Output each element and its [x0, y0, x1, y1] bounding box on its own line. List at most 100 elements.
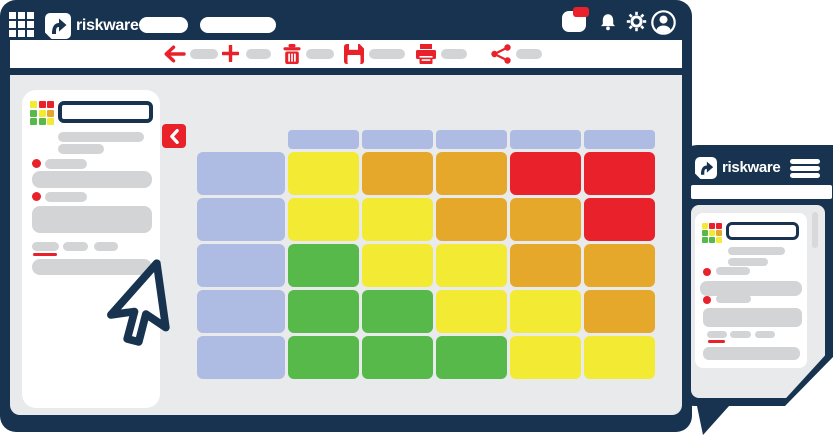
matrix-cell-yellow[interactable] — [584, 336, 655, 379]
field-label-pill — [45, 192, 87, 202]
matrix-row-header[interactable] — [197, 336, 285, 379]
notifications-icon[interactable] — [562, 7, 589, 32]
field-input-pill[interactable] — [703, 347, 800, 360]
mini-matrix-cell — [716, 230, 722, 236]
matrix-cell-green[interactable] — [288, 290, 359, 333]
account-icon[interactable] — [651, 10, 676, 35]
matrix-cell-yellow[interactable] — [436, 290, 507, 333]
tab-pill[interactable] — [32, 242, 59, 251]
tab-pill[interactable] — [94, 242, 118, 251]
matrix-column-header[interactable] — [584, 130, 655, 149]
matrix-row-header[interactable] — [197, 198, 285, 241]
brand-name: riskware — [76, 17, 139, 34]
matrix-cell-yellow[interactable] — [510, 336, 581, 379]
mini-matrix-cell — [38, 118, 46, 125]
print-button[interactable] — [416, 44, 436, 64]
mouse-cursor — [107, 259, 170, 346]
field-textarea-pill[interactable] — [703, 308, 802, 327]
mini-matrix-cell — [38, 101, 46, 108]
toolbar-label-pill — [306, 49, 334, 59]
matrix-column-header[interactable] — [362, 130, 433, 149]
bell-icon[interactable] — [598, 11, 618, 33]
tab-pill[interactable] — [730, 331, 751, 338]
matrix-row-header[interactable] — [197, 244, 285, 287]
matrix-row-header[interactable] — [197, 290, 285, 333]
hamburger-menu-icon[interactable] — [790, 159, 820, 180]
required-dot — [32, 192, 41, 201]
matrix-column-header[interactable] — [436, 130, 507, 149]
matrix-cell-red[interactable] — [584, 198, 655, 241]
mini-matrix-logo — [30, 101, 54, 125]
placeholder-pill — [58, 144, 104, 154]
tab-pill[interactable] — [63, 242, 88, 251]
field-input-pill[interactable] — [700, 281, 802, 296]
save-button[interactable] — [344, 44, 364, 64]
matrix-cell-yellow[interactable] — [362, 198, 433, 241]
toolbar-label-pill — [516, 49, 542, 59]
mini-matrix-cell — [702, 230, 708, 236]
apps-grid-icon[interactable] — [9, 12, 34, 37]
scrollbar-thumb[interactable] — [812, 212, 818, 248]
matrix-cell-orange[interactable] — [362, 152, 433, 195]
mobile-search-bar[interactable] — [691, 185, 832, 199]
toolbar-label-pill — [190, 49, 218, 59]
matrix-cell-orange[interactable] — [436, 152, 507, 195]
mini-matrix-cell — [709, 230, 715, 236]
required-dot — [703, 296, 711, 304]
field-textarea-pill[interactable] — [32, 206, 152, 233]
field-input-pill[interactable] — [32, 171, 152, 188]
matrix-cell-green[interactable] — [288, 336, 359, 379]
sidebar-title-input[interactable] — [58, 101, 153, 123]
mini-matrix-cell — [702, 223, 708, 229]
matrix-cell-orange[interactable] — [584, 290, 655, 333]
risk-matrix — [197, 130, 655, 379]
delete-button[interactable] — [283, 44, 301, 64]
logo-arrow-icon — [52, 18, 67, 34]
matrix-cell-green[interactable] — [362, 290, 433, 333]
matrix-cell-yellow[interactable] — [288, 152, 359, 195]
mini-matrix-cell — [30, 109, 37, 117]
matrix-cell-orange[interactable] — [510, 244, 581, 287]
sidebar-collapse-button[interactable] — [162, 124, 186, 148]
matrix-cell-green[interactable] — [288, 244, 359, 287]
field-label-pill — [716, 267, 750, 275]
topbar-menu-pill[interactable] — [139, 17, 188, 33]
matrix-column-header[interactable] — [288, 130, 359, 149]
active-tab-underline — [33, 253, 57, 256]
matrix-cell-green[interactable] — [436, 336, 507, 379]
settings-gear-icon[interactable] — [626, 11, 647, 32]
matrix-cell-orange[interactable] — [436, 198, 507, 241]
matrix-cell-red[interactable] — [584, 152, 655, 195]
share-button[interactable] — [491, 44, 511, 64]
placeholder-pill — [58, 132, 144, 142]
field-input-pill[interactable] — [32, 259, 152, 275]
matrix-cell-yellow[interactable] — [510, 290, 581, 333]
riskware-logo-icon — [695, 157, 717, 179]
field-label-pill — [716, 295, 751, 303]
mini-matrix-cell — [38, 109, 46, 117]
matrix-cell-red[interactable] — [510, 152, 581, 195]
topbar-menu-pill[interactable] — [200, 17, 276, 33]
toolbar-label-pill — [246, 49, 271, 59]
mini-matrix-cell — [47, 118, 54, 125]
back-button[interactable] — [160, 45, 186, 63]
mobile-title-input[interactable] — [726, 222, 799, 240]
matrix-row-header[interactable] — [197, 152, 285, 195]
field-label-pill — [45, 159, 87, 169]
matrix-cell-yellow[interactable] — [436, 244, 507, 287]
mini-matrix-cell — [716, 237, 722, 243]
add-button[interactable] — [222, 45, 239, 62]
matrix-column-header[interactable] — [510, 130, 581, 149]
matrix-cell-orange[interactable] — [584, 244, 655, 287]
tab-pill[interactable] — [707, 331, 727, 338]
matrix-cell-yellow[interactable] — [362, 244, 433, 287]
matrix-cell-green[interactable] — [362, 336, 433, 379]
mini-matrix-cell — [30, 118, 37, 125]
matrix-cell-yellow[interactable] — [288, 198, 359, 241]
required-dot — [703, 268, 711, 276]
tab-pill[interactable] — [755, 331, 775, 338]
mini-matrix-cell — [47, 109, 54, 117]
required-dot — [32, 159, 41, 168]
matrix-cell-orange[interactable] — [510, 198, 581, 241]
